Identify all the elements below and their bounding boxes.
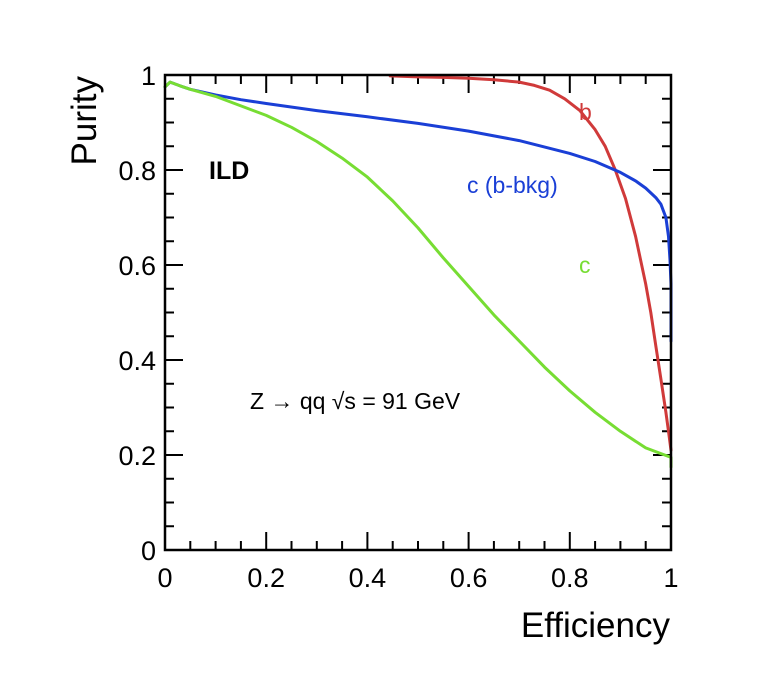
series-line-c xyxy=(163,80,673,469)
x-tick-label: 0.4 xyxy=(349,563,387,593)
plot-frame xyxy=(163,73,673,552)
series-label-b: b xyxy=(579,99,592,125)
x-axis-title: Efficiency xyxy=(521,606,671,645)
series-line-b xyxy=(388,74,673,452)
y-tick-label: 0.2 xyxy=(118,441,156,471)
x-tick-label: 0.2 xyxy=(247,563,285,593)
ild-label: ILD xyxy=(209,157,249,185)
x-tick-label: 1 xyxy=(663,563,678,593)
y-tick-label: 0 xyxy=(141,536,156,566)
tick-labels: 0 0.2 0.4 0.6 0.8 1 0 0.2 0.4 0.6 0.8 1 xyxy=(118,61,678,593)
series-label-c: c xyxy=(579,252,591,278)
y-tick-label: 0.6 xyxy=(118,251,156,281)
tick-marks xyxy=(164,74,672,551)
process-annotation: Z → qq √s = 91 GeV xyxy=(250,388,461,414)
y-tick-label: 0.8 xyxy=(118,156,156,186)
y-tick-label: 1 xyxy=(141,61,156,91)
x-tick-label: 0 xyxy=(157,563,172,593)
y-tick-label: 0.4 xyxy=(118,346,156,376)
series-label-c-b-bkg: c (b-bkg) xyxy=(467,172,558,198)
x-tick-label: 0.6 xyxy=(450,563,488,593)
series-lines xyxy=(163,74,673,469)
series-line-c-b-bkg xyxy=(163,80,673,343)
x-tick-label: 0.8 xyxy=(551,563,589,593)
y-axis-title: Purity xyxy=(65,76,104,166)
